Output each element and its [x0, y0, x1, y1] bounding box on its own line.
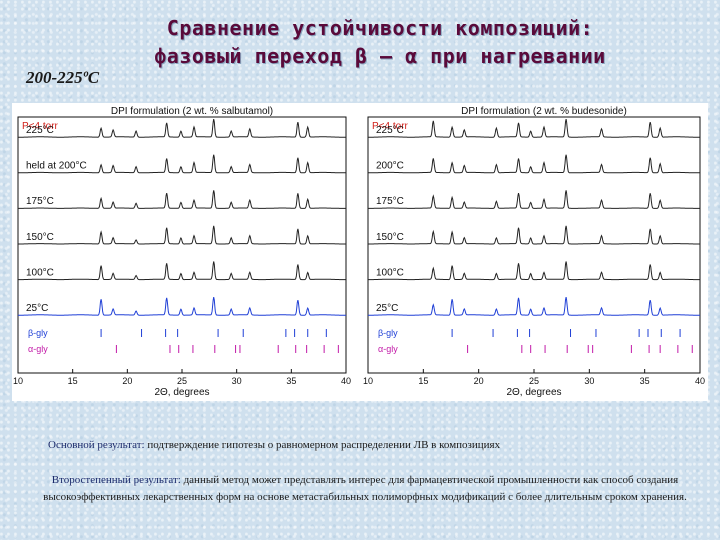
series-label: 200°C — [376, 161, 404, 172]
x-tick-label: 25 — [177, 376, 187, 386]
series-line-3 — [18, 225, 346, 245]
plot-frame — [367, 116, 701, 374]
series-line-5 — [18, 296, 346, 316]
secondary-result-text: данный метод может представлять интерес … — [43, 474, 687, 503]
series-line-2 — [368, 190, 700, 209]
x-tick-label: 20 — [474, 376, 484, 386]
chart-salbutamol: DPI formulation (2 wt. % salbutamol) P<4 … — [13, 106, 351, 398]
x-tick-label: 40 — [341, 376, 351, 386]
series-label: 175°C — [376, 196, 404, 207]
slide-title-line2: фазовый переход β – α при нагревании — [154, 44, 606, 68]
chart-budesonide: DPI formulation (2 wt. % budesonide) P<4 … — [363, 106, 705, 398]
chart-title: DPI formulation (2 wt. % salbutamol) — [111, 106, 273, 117]
secondary-result-lead: Второстепенный результат: — [51, 474, 181, 486]
x-tick-label: 15 — [418, 376, 428, 386]
x-tick-label: 20 — [122, 376, 132, 386]
series-line-2 — [18, 190, 346, 209]
x-axis-label: 2Θ, degrees — [154, 387, 209, 398]
temperature-range-label: 200-225ºС — [26, 68, 100, 87]
series-line-4 — [18, 261, 346, 281]
series-line-4 — [368, 261, 700, 281]
reference-label: α-gly — [378, 344, 398, 354]
series-label: 25°C — [26, 303, 48, 314]
series-label: 225°C — [26, 125, 54, 136]
pressure-label: P<4 torr — [22, 121, 59, 132]
series-label: 25°C — [376, 303, 398, 314]
series-label: 100°C — [26, 267, 54, 278]
main-result-note: Основной результат: подтверждение гипоте… — [48, 437, 688, 454]
series-label: 225°C — [376, 125, 404, 136]
x-tick-label: 35 — [640, 376, 650, 386]
pressure-label: P<4 torr — [372, 121, 409, 132]
series-label: 150°C — [376, 232, 404, 243]
x-tick-label: 15 — [68, 376, 78, 386]
x-tick-label: 10 — [363, 376, 373, 386]
series-label: 175°C — [26, 196, 54, 207]
main-result-text: подтверждение гипотезы о равномерном рас… — [144, 439, 501, 451]
series-label: held at 200°C — [26, 161, 87, 172]
secondary-result-note: Второстепенный результат: данный метод м… — [30, 472, 700, 506]
x-tick-label: 25 — [529, 376, 539, 386]
x-tick-label: 35 — [286, 376, 296, 386]
series-label: 100°C — [376, 267, 404, 278]
series-line-1 — [18, 154, 346, 174]
x-axis-label: 2Θ, degrees — [506, 387, 561, 398]
x-tick-label: 30 — [232, 376, 242, 386]
x-tick-label: 40 — [695, 376, 705, 386]
series-line-0 — [368, 118, 700, 138]
plot-frame — [17, 116, 347, 374]
series-label: 150°C — [26, 232, 54, 243]
xrd-figure: DPI formulation (2 wt. % salbutamol) P<4 … — [12, 103, 708, 401]
main-result-lead: Основной результат: — [48, 439, 145, 451]
x-tick-label: 10 — [13, 376, 23, 386]
reference-label: β-gly — [378, 328, 398, 338]
series-line-3 — [368, 225, 700, 245]
slide-title-line1: Сравнение устойчивости композиций: — [166, 16, 594, 40]
series-line-5 — [368, 296, 700, 316]
chart-title: DPI formulation (2 wt. % budesonide) — [461, 106, 627, 117]
reference-label: β-gly — [28, 328, 48, 338]
x-tick-label: 30 — [584, 376, 594, 386]
reference-label: α-gly — [28, 344, 48, 354]
series-line-1 — [368, 154, 700, 174]
series-line-0 — [18, 118, 346, 138]
